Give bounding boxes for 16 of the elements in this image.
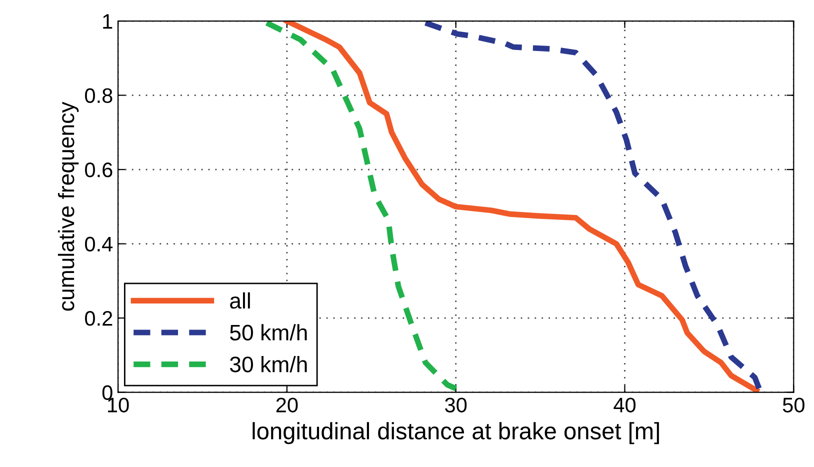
y-axis-title: cumulative frequency: [58, 102, 79, 311]
x-axis-title: longitudinal distance at brake onset [m]: [252, 422, 659, 444]
legend-label: all: [230, 292, 250, 309]
y-tick-label: 0.8: [85, 88, 112, 104]
y-tick-label: 0.6: [85, 162, 112, 178]
legend-label: 30 km/h: [230, 356, 307, 372]
x-tick-label: 20: [276, 398, 298, 412]
x-tick-label: 10: [108, 398, 129, 412]
y-tick-label: 0: [102, 385, 112, 400]
y-tick-label: 0.4: [85, 236, 113, 252]
x-tick-label: 50: [782, 398, 804, 412]
x-tick-label: 30: [445, 398, 467, 412]
legend-label: 50 km/h: [230, 324, 307, 341]
y-tick-label: 0.2: [85, 311, 112, 326]
x-tick-label: 40: [614, 398, 636, 412]
y-tick-label: 1: [103, 14, 112, 29]
